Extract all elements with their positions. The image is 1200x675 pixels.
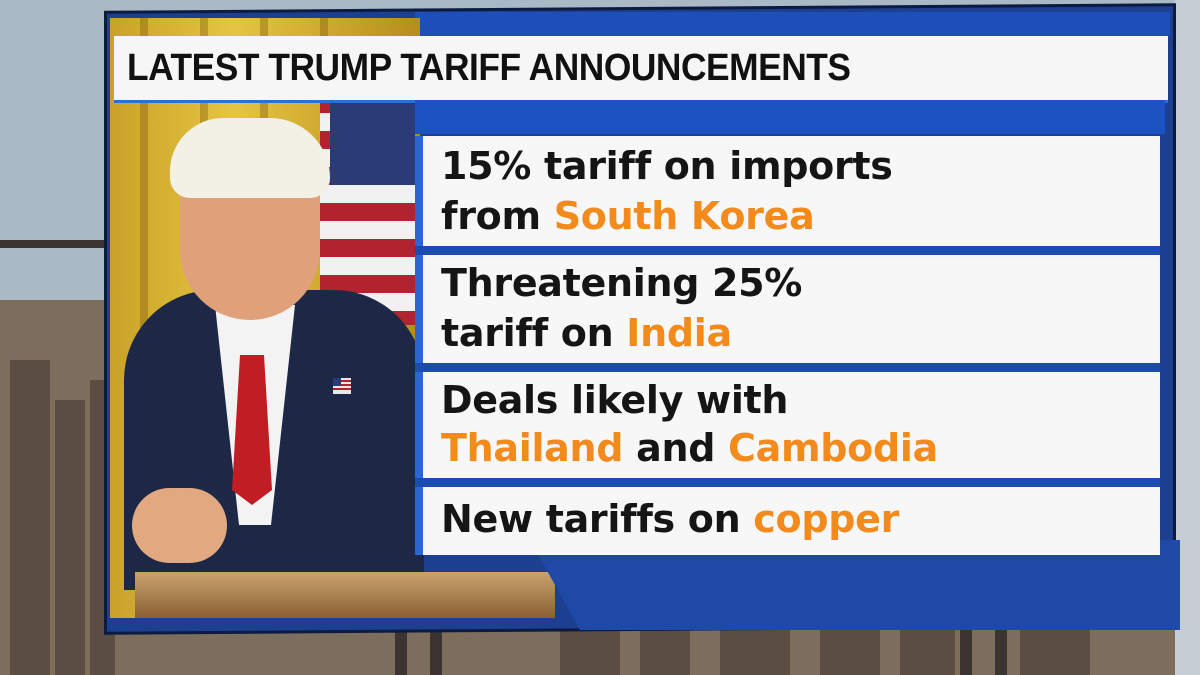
- item-line-2: from South Korea: [441, 194, 815, 238]
- item-line-1: New tariffs on copper: [441, 497, 899, 541]
- headline-title: LATEST TRUMP TARIFF ANNOUNCEMENTS: [127, 47, 851, 89]
- flag-canton: [330, 95, 415, 185]
- item-line-2: Thailand and Cambodia: [441, 426, 938, 470]
- item-highlight: India: [626, 311, 732, 355]
- item-line-1: Deals likely with: [441, 378, 788, 422]
- item-separator: [415, 363, 1160, 372]
- item-text: and: [623, 426, 729, 470]
- item-text: Threatening 25%: [441, 261, 803, 305]
- item-line-1: Threatening 25%: [441, 261, 802, 305]
- item-line-2: tariff on India: [441, 311, 732, 355]
- item-separator: [415, 246, 1160, 255]
- item-text: tariff on: [441, 311, 627, 355]
- city-skyline: [10, 360, 1090, 675]
- hair: [170, 118, 330, 198]
- item-highlight: South Korea: [553, 194, 815, 238]
- headline-item: Deals likely with Thailand and Cambodia: [415, 372, 1160, 478]
- red-tie: [232, 355, 272, 505]
- headline-item: 15% tariff on imports from South Korea: [415, 136, 1160, 246]
- headline-item: New tariffs on copper: [415, 487, 1160, 555]
- item-separator: [415, 478, 1160, 487]
- item-highlight: Cambodia: [728, 426, 938, 470]
- lower-blue-panel: [530, 540, 1180, 630]
- desk: [135, 572, 555, 618]
- headline-item: Threatening 25% tariff on India: [415, 255, 1160, 363]
- hand: [132, 488, 227, 563]
- item-highlight: copper: [753, 497, 900, 541]
- item-text: from: [441, 194, 554, 238]
- curtain-fold: [140, 18, 148, 348]
- item-line-1: 15% tariff on imports: [441, 144, 893, 188]
- top-blue-band: [415, 12, 1170, 36]
- item-text: New tariffs on: [441, 497, 754, 541]
- title-underband: [415, 100, 1165, 134]
- item-text: Deals likely with: [441, 378, 789, 422]
- item-highlight: Thailand: [441, 426, 624, 470]
- flag-pin-icon: [333, 378, 351, 394]
- item-text: 15% tariff on imports: [441, 144, 893, 188]
